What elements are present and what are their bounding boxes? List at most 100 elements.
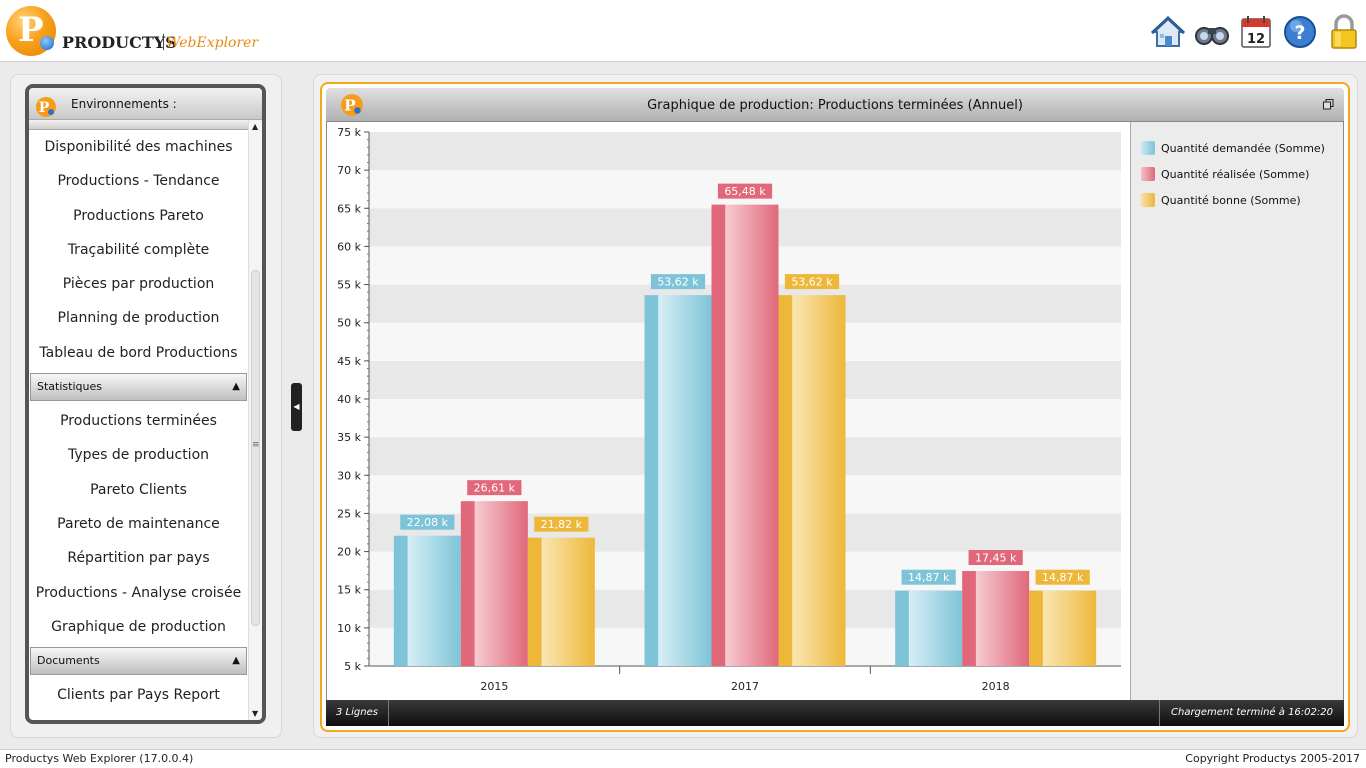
chart-area: 5 k 10 k 15 k 20 k 25 k 30 k 35 k 40 k 45 k 50 k 5… bbox=[326, 122, 1130, 700]
chevron-up-icon: ▲ bbox=[232, 655, 240, 667]
y-tick-label: 50 k bbox=[337, 317, 361, 330]
scroll-up-icon[interactable]: ▲ bbox=[252, 122, 259, 131]
data-label-bg bbox=[784, 274, 840, 290]
x-tick-label: 2015 bbox=[480, 680, 508, 693]
y-tick-label: 45 k bbox=[337, 355, 361, 368]
nav-item[interactable]: Graphique de production bbox=[51, 618, 226, 635]
productys-small-icon: P bbox=[36, 97, 56, 117]
nav-item[interactable]: Traçabilité complète bbox=[67, 241, 210, 258]
x-tick-label: 2017 bbox=[731, 680, 759, 693]
nav-item[interactable]: Productions - Analyse croisée bbox=[35, 584, 242, 601]
environments-navigator: P Environnements : Disponibilité des mac… bbox=[25, 84, 266, 724]
restore-window-icon[interactable] bbox=[1323, 99, 1334, 110]
nav-header: P Environnements : bbox=[29, 88, 262, 120]
data-label-bg bbox=[901, 569, 956, 585]
y-tick-label: 5 k bbox=[344, 660, 361, 673]
bar bbox=[711, 204, 779, 666]
data-label-bg bbox=[968, 550, 1023, 566]
chart-window: P Graphique de production: Productions t… bbox=[320, 82, 1350, 732]
bar bbox=[460, 501, 528, 666]
nav-item[interactable]: Productions terminées bbox=[60, 413, 217, 430]
nav-list: Disponibilité des machines Productions -… bbox=[29, 120, 248, 720]
nav-item[interactable]: Répartition par pays bbox=[67, 550, 210, 567]
svg-text:12: 12 bbox=[1247, 32, 1265, 47]
legend-item[interactable]: Quantité demandée (Somme) bbox=[1141, 141, 1325, 155]
bar bbox=[962, 571, 1030, 666]
nav-group-1: Productions terminées Types de productio… bbox=[29, 404, 248, 644]
nav-scrollbar[interactable]: ▲ ≡ ▼ bbox=[248, 120, 262, 720]
y-tick-label: 55 k bbox=[337, 279, 361, 292]
load-status: Chargement terminé à 16:02:20 bbox=[1159, 700, 1344, 726]
productys-logo: P bbox=[6, 6, 56, 56]
data-label-bg bbox=[467, 480, 522, 496]
row-count: 3 Lignes bbox=[326, 700, 389, 726]
y-tick-label: 65 k bbox=[337, 202, 361, 215]
data-label-bg bbox=[650, 274, 706, 290]
scroll-down-icon[interactable]: ▼ bbox=[252, 709, 259, 718]
nav-item[interactable]: Clients par Pays Report bbox=[57, 687, 220, 704]
legend-item[interactable]: Quantité réalisée (Somme) bbox=[1141, 167, 1309, 181]
home-icon[interactable] bbox=[1150, 14, 1186, 50]
app-header: P PRODUCTYS WebExplorer 12 ? bbox=[0, 0, 1366, 62]
nav-item[interactable]: Pareto Clients bbox=[90, 481, 187, 498]
nav-item[interactable]: Planning de production bbox=[57, 310, 220, 327]
data-label-bg bbox=[534, 516, 589, 532]
bar bbox=[778, 295, 846, 666]
data-label: 53,62 k bbox=[657, 276, 699, 289]
y-tick-label: 35 k bbox=[337, 431, 361, 444]
y-tick-label: 40 k bbox=[337, 393, 361, 406]
svg-text:?: ? bbox=[1294, 22, 1305, 44]
y-tick-label: 75 k bbox=[337, 126, 361, 139]
nav-section-statistiques[interactable]: Statistiques ▲ bbox=[30, 373, 247, 402]
copyright: Copyright Productys 2005-2017 bbox=[1185, 752, 1360, 765]
x-tick-label: 2018 bbox=[982, 680, 1010, 693]
svg-text:P: P bbox=[39, 100, 50, 116]
lock-icon[interactable] bbox=[1326, 14, 1362, 50]
nav-section-documents[interactable]: Documents ▲ bbox=[30, 647, 247, 676]
bar bbox=[393, 535, 461, 666]
data-label: 21,82 k bbox=[541, 518, 583, 531]
y-tick-label: 70 k bbox=[337, 164, 361, 177]
collapse-sidebar-button[interactable]: ◀ bbox=[291, 383, 302, 431]
nav-item[interactable]: Productions Pareto bbox=[73, 207, 204, 224]
nav-item[interactable]: Tableau de bord Productions bbox=[39, 344, 238, 361]
binoculars-icon[interactable] bbox=[1194, 14, 1230, 50]
data-label-bg bbox=[400, 514, 455, 530]
svg-text:P: P bbox=[344, 96, 356, 114]
brand-name: PRODUCTYS bbox=[62, 33, 177, 52]
y-tick-label: 15 k bbox=[337, 584, 361, 597]
bar bbox=[644, 295, 712, 666]
nav-title: Environnements : bbox=[71, 97, 177, 111]
nav-item[interactable]: Types de production bbox=[67, 447, 210, 464]
data-label-bg bbox=[717, 183, 773, 199]
bar bbox=[527, 537, 595, 666]
y-tick-label: 30 k bbox=[337, 469, 361, 482]
productys-small-icon: P bbox=[341, 94, 363, 116]
grip-icon: ≡ bbox=[252, 440, 260, 450]
bar bbox=[1029, 590, 1097, 666]
y-tick-label: 25 k bbox=[337, 507, 361, 520]
panel-title: Graphique de production: Productions ter… bbox=[647, 98, 1023, 113]
data-label: 65,48 k bbox=[724, 185, 766, 198]
legend-swatch bbox=[1141, 193, 1155, 207]
help-icon[interactable]: ? bbox=[1282, 14, 1318, 50]
scroll-thumb[interactable] bbox=[251, 270, 260, 626]
data-label: 26,61 k bbox=[474, 482, 516, 495]
chart-window-header: P Graphique de production: Productions t… bbox=[326, 88, 1344, 122]
status-bar: 3 Lignes Chargement terminé à 16:02:20 bbox=[326, 700, 1344, 726]
nav-item[interactable]: Pièces par production bbox=[62, 276, 215, 293]
nav-item[interactable]: Disponibilité des machines bbox=[44, 139, 233, 155]
nav-item[interactable]: Pareto de maintenance bbox=[57, 515, 220, 532]
brand-subtitle: WebExplorer bbox=[166, 35, 259, 51]
data-label: 17,45 k bbox=[975, 552, 1017, 565]
footer: Productys Web Explorer (17.0.0.4) Copyri… bbox=[0, 749, 1366, 768]
nav-section-header bbox=[29, 120, 248, 130]
y-tick-label: 20 k bbox=[337, 546, 361, 559]
legend-item[interactable]: Quantité bonne (Somme) bbox=[1141, 193, 1301, 207]
grid-band bbox=[369, 132, 1121, 171]
legend-swatch bbox=[1141, 141, 1155, 155]
nav-item[interactable]: Productions - Tendance bbox=[57, 173, 220, 190]
app-version: Productys Web Explorer (17.0.0.4) bbox=[5, 752, 194, 765]
calendar-icon[interactable]: 12 bbox=[1238, 14, 1274, 50]
legend-swatch bbox=[1141, 167, 1155, 181]
